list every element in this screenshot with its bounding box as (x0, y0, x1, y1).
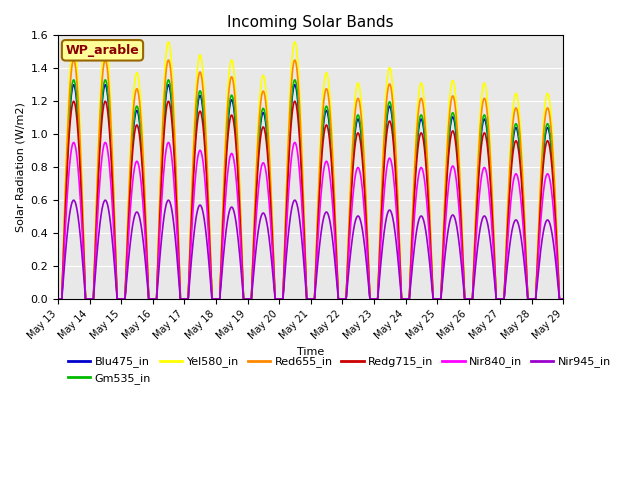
Nir945_in (158, 234, 166, 240)
Yel580_in (559, 296, 567, 302)
Blu475_in (483, 123, 490, 129)
Blu475_in (420, 127, 428, 133)
Red655_in (452, 112, 460, 118)
Blu475_in (452, 131, 460, 137)
Nir945_in (559, 296, 567, 302)
Nir840_in (376, 268, 383, 274)
Red655_in (70, 57, 77, 63)
Nir945_in (483, 216, 490, 222)
Gm535_in (559, 296, 567, 302)
Gm535_in (158, 159, 166, 165)
Yel580_in (452, 98, 460, 104)
Gm535_in (54, 296, 62, 302)
Nir840_in (70, 140, 77, 145)
Y-axis label: Solar Radiation (W/m2): Solar Radiation (W/m2) (15, 102, 25, 232)
Redg715_in (158, 173, 166, 179)
Nir840_in (559, 296, 567, 302)
X-axis label: Time: Time (297, 347, 324, 357)
Yel580_in (420, 93, 428, 99)
Line: Gm535_in: Gm535_in (58, 80, 563, 299)
Gm535_in (483, 119, 490, 124)
Redg715_in (420, 140, 428, 146)
Gm535_in (554, 263, 562, 269)
Line: Red655_in: Red655_in (58, 60, 563, 299)
Red655_in (554, 260, 562, 266)
Yel580_in (554, 258, 562, 264)
Nir945_in (452, 220, 460, 226)
Nir945_in (54, 296, 62, 302)
Yel580_in (70, 39, 77, 45)
Red655_in (158, 147, 166, 153)
Red655_in (559, 296, 567, 302)
Gm535_in (376, 257, 383, 263)
Nir840_in (54, 296, 62, 302)
Redg715_in (554, 266, 562, 272)
Gm535_in (420, 123, 428, 129)
Nir945_in (376, 278, 383, 284)
Red655_in (376, 253, 383, 259)
Yel580_in (54, 296, 62, 302)
Redg715_in (54, 296, 62, 302)
Red655_in (483, 103, 490, 108)
Redg715_in (483, 136, 490, 142)
Blu475_in (158, 162, 166, 168)
Nir840_in (554, 273, 562, 278)
Nir945_in (70, 197, 77, 203)
Title: Incoming Solar Bands: Incoming Solar Bands (227, 15, 394, 30)
Blu475_in (554, 264, 562, 270)
Redg715_in (452, 144, 460, 149)
Nir840_in (420, 173, 428, 179)
Line: Blu475_in: Blu475_in (58, 85, 563, 299)
Blu475_in (559, 296, 567, 302)
Yel580_in (376, 250, 383, 255)
Line: Nir840_in: Nir840_in (58, 143, 563, 299)
Red655_in (54, 296, 62, 302)
Nir945_in (554, 281, 562, 287)
Yel580_in (483, 88, 490, 94)
Redg715_in (376, 261, 383, 266)
Legend: Blu475_in, Gm535_in, Yel580_in, Red655_in, Redg715_in, Nir840_in, Nir945_in: Blu475_in, Gm535_in, Yel580_in, Red655_i… (63, 352, 616, 388)
Nir840_in (483, 169, 490, 175)
Blu475_in (70, 82, 77, 88)
Nir840_in (452, 176, 460, 181)
Nir945_in (420, 218, 428, 224)
Line: Yel580_in: Yel580_in (58, 42, 563, 299)
Blu475_in (376, 258, 383, 264)
Line: Redg715_in: Redg715_in (58, 101, 563, 299)
Blu475_in (54, 296, 62, 302)
Line: Nir945_in: Nir945_in (58, 200, 563, 299)
Gm535_in (452, 127, 460, 133)
Nir840_in (158, 198, 166, 204)
Gm535_in (70, 77, 77, 83)
Redg715_in (70, 98, 77, 104)
Yel580_in (158, 135, 166, 141)
Red655_in (420, 108, 428, 113)
Redg715_in (559, 296, 567, 302)
Text: WP_arable: WP_arable (66, 44, 140, 57)
